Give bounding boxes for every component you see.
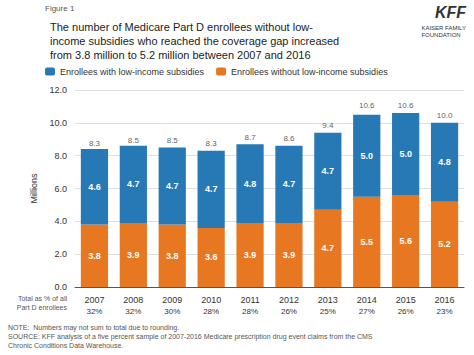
svg-text:3.8: 3.8 [88,251,101,261]
svg-text:income subsidies who reached t: income subsidies who reached the coverag… [50,35,339,47]
svg-text:10.6: 10.6 [359,101,375,110]
svg-text:2008: 2008 [123,295,143,305]
svg-text:8.6: 8.6 [283,134,295,143]
svg-text:8.5: 8.5 [128,136,140,145]
svg-text:4.7: 4.7 [166,181,179,191]
svg-text:SOURCE: KFF analysis of a five: SOURCE: KFF analysis of a five percent s… [8,333,373,341]
svg-text:2014: 2014 [357,295,377,305]
svg-text:8.5: 8.5 [167,136,179,145]
svg-text:8.0: 8.0 [54,151,67,161]
svg-text:8.3: 8.3 [89,139,101,148]
svg-text:2016: 2016 [435,295,455,305]
svg-text:5.6: 5.6 [399,236,412,246]
svg-text:8.7: 8.7 [244,133,256,142]
svg-text:28%: 28% [203,307,219,316]
svg-text:2.0: 2.0 [54,249,67,259]
svg-text:6.0: 6.0 [54,184,67,194]
svg-text:2009: 2009 [162,295,182,305]
svg-text:Total as % of all: Total as % of all [18,295,67,302]
svg-text:10.6: 10.6 [398,101,414,110]
svg-text:NOTE: Numbers may not sum to: NOTE: Numbers may not sum to total due t… [8,324,179,332]
svg-text:26%: 26% [398,307,414,316]
svg-text:5.5: 5.5 [360,237,373,247]
svg-text:2013: 2013 [318,295,338,305]
svg-text:Chronic Conditions Data Wareho: Chronic Conditions Data Warehouse. [8,342,123,349]
svg-text:26%: 26% [281,307,297,316]
svg-text:Millions: Millions [29,173,39,204]
svg-text:5.2: 5.2 [438,239,451,249]
svg-text:2010: 2010 [201,295,221,305]
svg-text:4.0: 4.0 [54,216,67,226]
svg-text:10.0: 10.0 [49,118,67,128]
svg-text:2012: 2012 [279,295,299,305]
svg-text:9.4: 9.4 [322,121,334,130]
svg-text:12.0: 12.0 [49,85,67,95]
svg-text:10.0: 10.0 [437,111,453,120]
svg-text:32%: 32% [86,307,102,316]
svg-text:KFF: KFF [435,4,467,21]
svg-text:2015: 2015 [396,295,416,305]
svg-text:KAISER FAMILY: KAISER FAMILY [421,25,466,31]
svg-text:3.9: 3.9 [244,250,257,260]
svg-text:from 3.8 million to 5.2 millio: from 3.8 million to 5.2 million between … [50,49,311,61]
svg-text:3.8: 3.8 [166,251,179,261]
svg-text:25%: 25% [320,307,336,316]
svg-text:Figure 1: Figure 1 [45,4,75,13]
svg-text:3.9: 3.9 [283,250,296,260]
svg-text:23%: 23% [437,307,453,316]
svg-text:3.6: 3.6 [205,252,218,262]
svg-text:Part D enrollees: Part D enrollees [17,304,68,311]
svg-text:4.8: 4.8 [244,179,257,189]
svg-text:28%: 28% [242,307,258,316]
svg-text:32%: 32% [125,307,141,316]
svg-text:FOUNDATION: FOUNDATION [421,32,460,38]
svg-text:5.0: 5.0 [360,151,373,161]
svg-text:4.7: 4.7 [322,243,335,253]
svg-text:3.9: 3.9 [127,250,140,260]
svg-text:30%: 30% [164,307,180,316]
svg-text:2007: 2007 [84,295,104,305]
svg-text:The number of Medicare Part D: The number of Medicare Part D enrollees … [50,21,313,33]
svg-text:0.0: 0.0 [54,282,67,292]
svg-text:2011: 2011 [240,295,259,305]
svg-text:5.0: 5.0 [399,149,412,159]
svg-text:4.8: 4.8 [438,157,451,167]
svg-text:8.3: 8.3 [206,139,218,148]
svg-text:27%: 27% [359,307,375,316]
svg-text:4.6: 4.6 [88,182,101,192]
svg-text:4.7: 4.7 [127,179,140,189]
svg-text:4.7: 4.7 [283,179,296,189]
svg-text:Enrollees with low-income subs: Enrollees with low-income subsidies [60,67,205,77]
svg-text:4.7: 4.7 [322,166,335,176]
svg-text:Enrollees without low-income s: Enrollees without low-income subsidies [231,67,388,77]
svg-text:4.7: 4.7 [205,184,218,194]
